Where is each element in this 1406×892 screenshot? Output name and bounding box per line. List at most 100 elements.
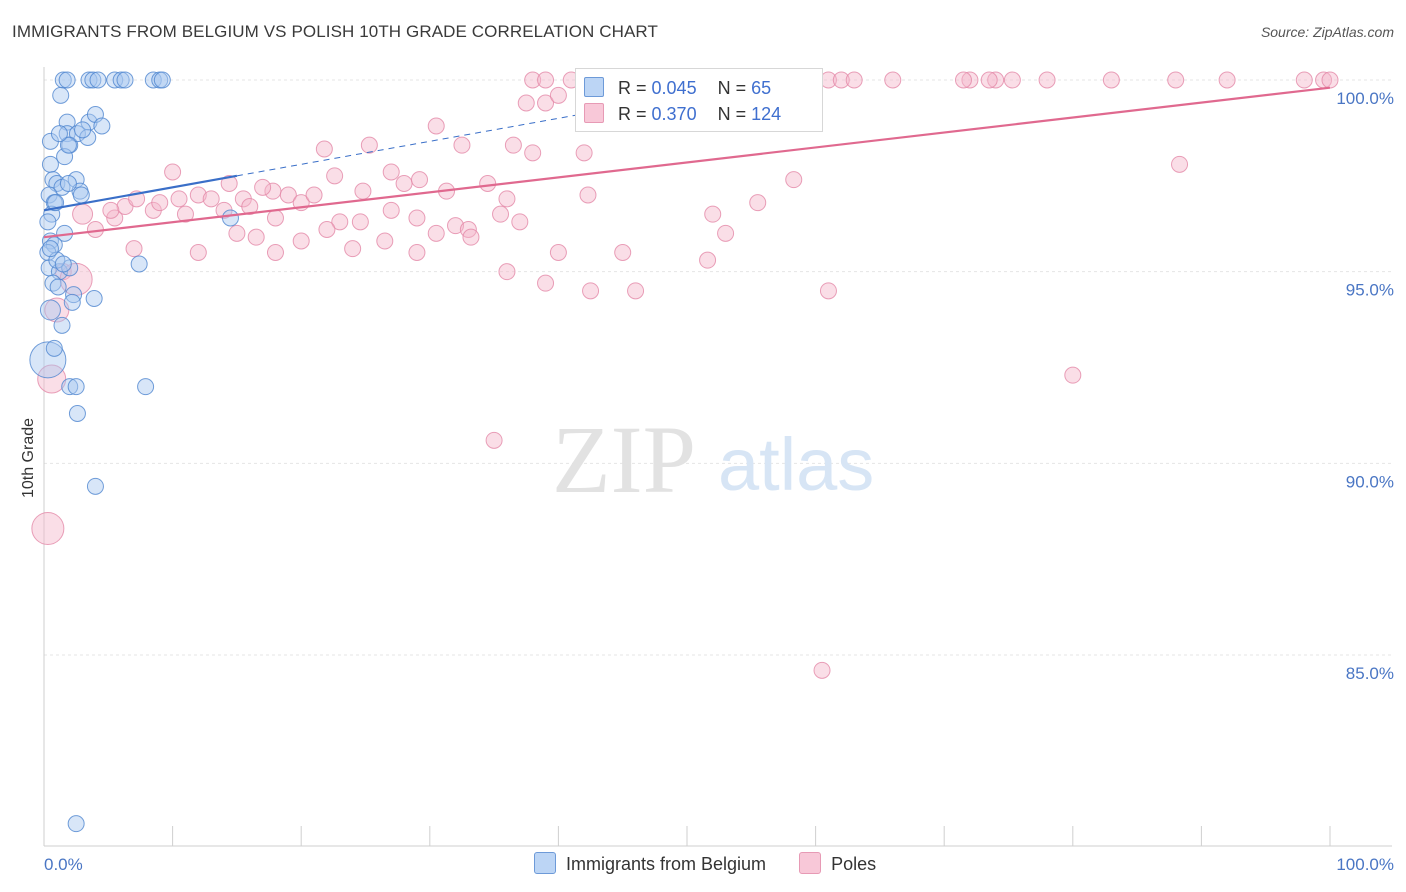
data-point-poles bbox=[241, 198, 259, 215]
data-point-poles bbox=[125, 240, 143, 258]
data-point-poles bbox=[170, 190, 188, 208]
x-tick-label: 100.0% bbox=[1336, 855, 1394, 874]
data-point-poles bbox=[202, 190, 220, 208]
data-point-poles bbox=[717, 224, 735, 242]
data-point-poles bbox=[220, 175, 238, 192]
data-point-belgium bbox=[93, 117, 111, 135]
data-point-poles bbox=[72, 203, 94, 225]
data-point-poles bbox=[1321, 71, 1339, 89]
data-point-poles bbox=[382, 201, 400, 219]
data-point-poles bbox=[164, 163, 182, 181]
data-point-belgium bbox=[49, 278, 67, 296]
data-point-poles bbox=[537, 274, 555, 292]
data-point-poles bbox=[1295, 71, 1313, 89]
y-tick-label: 90.0% bbox=[1346, 472, 1394, 491]
data-point-belgium bbox=[130, 255, 148, 273]
data-point-belgium bbox=[116, 71, 134, 89]
legend-r-label: R = bbox=[618, 78, 647, 98]
legend-r-label: R = bbox=[618, 104, 647, 124]
data-point-poles bbox=[305, 186, 323, 204]
correlation-legend: R = 0.045 N = 65 R = 0.370 N = 124 bbox=[575, 68, 823, 132]
y-tick-label: 85.0% bbox=[1346, 664, 1394, 683]
data-point-poles bbox=[247, 228, 265, 246]
data-point-poles bbox=[832, 71, 850, 89]
data-point-belgium bbox=[52, 86, 70, 104]
data-point-poles bbox=[537, 71, 555, 89]
data-point-belgium bbox=[86, 477, 104, 495]
legend-n-value-poles: 124 bbox=[751, 104, 782, 124]
legend-r-value-poles: 0.370 bbox=[651, 104, 697, 124]
trend-line-belgium-dashed bbox=[236, 78, 778, 177]
data-point-poles bbox=[537, 94, 555, 112]
data-point-belgium bbox=[54, 255, 72, 273]
data-point-poles bbox=[228, 224, 246, 242]
data-point-poles bbox=[1064, 366, 1082, 384]
data-point-belgium bbox=[67, 815, 85, 833]
data-point-poles bbox=[785, 171, 803, 189]
data-point-belgium bbox=[59, 175, 77, 192]
data-point-belgium bbox=[61, 378, 79, 396]
data-point-poles bbox=[1218, 71, 1236, 89]
watermark-zip: ZIP bbox=[552, 406, 696, 513]
legend-item-poles[interactable]: Poles bbox=[799, 852, 876, 875]
data-point-poles bbox=[498, 263, 516, 281]
data-point-belgium bbox=[89, 71, 107, 89]
data-point-poles bbox=[427, 117, 445, 135]
data-point-poles bbox=[813, 661, 831, 679]
data-point-poles bbox=[1167, 71, 1185, 89]
data-point-poles bbox=[627, 282, 645, 300]
data-point-belgium bbox=[41, 240, 59, 258]
data-point-poles bbox=[331, 213, 349, 231]
data-point-poles bbox=[479, 175, 497, 192]
legend-row-belgium: R = 0.045 N = 65 bbox=[584, 77, 771, 99]
data-point-poles bbox=[498, 190, 516, 208]
data-point-poles bbox=[351, 213, 369, 231]
data-point-poles bbox=[485, 431, 503, 449]
watermark-atlas: atlas bbox=[718, 423, 874, 506]
legend-label-belgium: Immigrants from Belgium bbox=[566, 854, 767, 874]
data-point-poles bbox=[987, 71, 1005, 89]
data-point-poles bbox=[504, 136, 522, 154]
data-point-poles bbox=[408, 209, 426, 227]
legend-n-value-belgium: 65 bbox=[751, 78, 772, 98]
data-point-belgium bbox=[72, 186, 90, 204]
legend-item-belgium[interactable]: Immigrants from Belgium bbox=[534, 852, 766, 875]
data-point-poles bbox=[1038, 71, 1056, 89]
data-point-poles bbox=[884, 71, 902, 89]
data-point-poles bbox=[176, 205, 194, 223]
data-point-poles bbox=[318, 221, 336, 238]
trend-lines bbox=[43, 78, 1331, 239]
data-point-poles bbox=[453, 136, 471, 154]
data-point-poles bbox=[492, 205, 510, 223]
data-point-poles bbox=[31, 512, 65, 545]
legend-r-value-belgium: 0.045 bbox=[651, 78, 697, 98]
trend-line-poles bbox=[43, 86, 1331, 239]
data-point-belgium bbox=[53, 316, 71, 334]
data-point-poles bbox=[614, 244, 632, 261]
data-point-belgium bbox=[59, 136, 77, 154]
data-point-poles bbox=[749, 194, 767, 212]
y-axis-label: 10th Grade bbox=[20, 418, 37, 498]
data-point-belgium bbox=[50, 125, 68, 143]
data-point-poles bbox=[575, 144, 593, 162]
data-point-poles bbox=[447, 217, 465, 235]
data-point-belgium bbox=[112, 71, 130, 89]
legend-n-label: N = bbox=[717, 104, 747, 124]
data-point-poles bbox=[704, 205, 722, 223]
data-point-poles bbox=[980, 71, 998, 89]
data-point-poles bbox=[106, 209, 124, 227]
data-point-poles bbox=[266, 209, 284, 227]
source-credit: Source: ZipAtlas.com bbox=[1260, 24, 1394, 40]
data-point-poles bbox=[254, 178, 272, 196]
data-point-belgium bbox=[67, 378, 85, 396]
data-point-poles bbox=[524, 144, 542, 162]
data-point-poles bbox=[408, 244, 426, 261]
data-point-poles bbox=[845, 71, 863, 89]
data-point-poles bbox=[511, 213, 529, 231]
data-point-poles bbox=[292, 232, 310, 250]
data-point-poles bbox=[549, 244, 567, 261]
data-point-belgium bbox=[45, 339, 63, 357]
data-point-poles bbox=[326, 167, 344, 185]
data-point-poles bbox=[344, 240, 362, 258]
